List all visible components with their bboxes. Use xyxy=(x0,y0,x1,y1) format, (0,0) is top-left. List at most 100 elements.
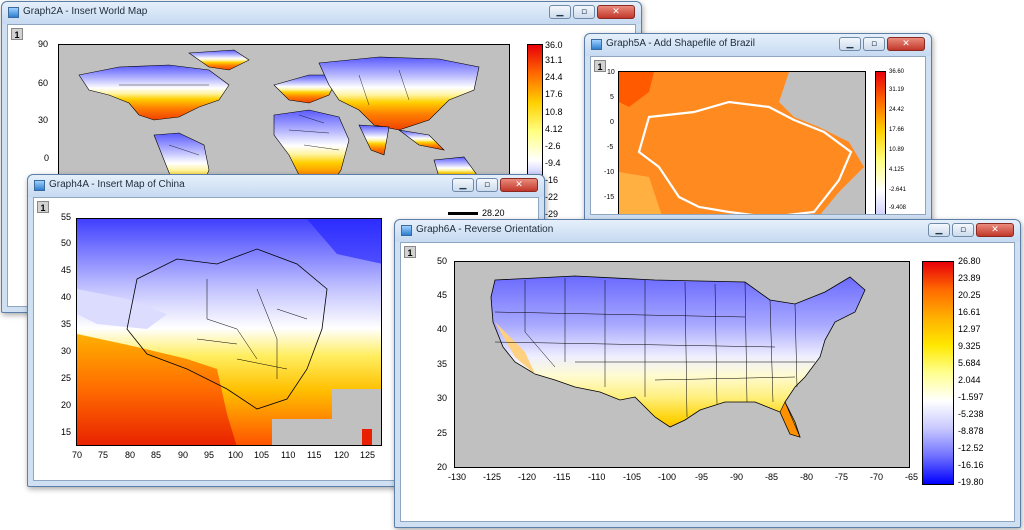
close-button[interactable]: ✕ xyxy=(887,37,925,51)
colorbar-label: 17.6 xyxy=(545,89,563,99)
colorbar-label: 26.80 xyxy=(958,256,981,266)
y-tick-label: 35 xyxy=(437,359,448,369)
x-tick-label: 80 xyxy=(125,450,136,460)
colorbar-label: 24.42 xyxy=(889,107,905,113)
minimize-button[interactable]: ▁ xyxy=(452,178,474,192)
y-tick-label: 35 xyxy=(61,319,72,329)
window-graph6a[interactable]: Graph6A - Reverse Orientation ▁ ▫ ✕ 1 50… xyxy=(394,219,1021,528)
colorbar-label: 16.61 xyxy=(958,307,981,317)
usa-outline xyxy=(490,275,866,438)
window-title: Graph4A - Insert Map of China xyxy=(49,179,185,190)
close-icon: ✕ xyxy=(515,180,523,190)
y-tick-label: 50 xyxy=(437,256,448,266)
x-tick-label: 120 xyxy=(334,450,350,460)
x-tick-label: -110 xyxy=(588,472,606,482)
y-tick-label: 55 xyxy=(61,212,72,222)
minimize-icon: ▁ xyxy=(556,7,564,17)
y-tick-label: 0 xyxy=(610,119,614,126)
layer-1-tab[interactable]: 1 xyxy=(594,60,606,72)
x-tick-label: 115 xyxy=(307,450,322,460)
close-button[interactable]: ✕ xyxy=(597,5,635,19)
x-tick-label: -90 xyxy=(730,472,744,482)
colorbar-label: 24.4 xyxy=(545,72,563,82)
close-button[interactable]: ✕ xyxy=(976,223,1014,237)
minimize-button[interactable]: ▁ xyxy=(839,37,861,51)
maximize-icon: ▫ xyxy=(959,225,967,235)
y-tick-label: -10 xyxy=(604,169,615,176)
y-tick-label: 40 xyxy=(437,324,448,334)
china-map-plot[interactable] xyxy=(76,218,382,446)
minimize-button[interactable]: ▁ xyxy=(928,223,950,237)
colorbar-label: 10.89 xyxy=(889,147,905,153)
colorbar-label: 17.66 xyxy=(889,127,905,133)
colorbar-label: -2.6 xyxy=(545,141,561,151)
layer-1-tab[interactable]: 1 xyxy=(37,201,49,213)
y-tick-label: 20 xyxy=(61,400,72,410)
y-tick-label: 90 xyxy=(38,39,49,49)
x-tick-label: 110 xyxy=(281,450,296,460)
maximize-icon: ▫ xyxy=(580,7,588,17)
minimize-icon: ▁ xyxy=(935,225,943,235)
world-land-shapes xyxy=(78,49,480,203)
minimize-icon: ▁ xyxy=(846,39,854,49)
y-tick-label: 50 xyxy=(61,238,72,248)
maximize-button[interactable]: ▫ xyxy=(573,5,595,19)
colorbar-label: -22 xyxy=(545,192,559,202)
close-button[interactable]: ✕ xyxy=(500,178,538,192)
y-tick-label: 30 xyxy=(437,393,448,403)
state-borders xyxy=(494,278,815,418)
x-tick-label: 90 xyxy=(178,450,189,460)
layer-1-tab[interactable]: 1 xyxy=(404,246,416,258)
brazil-map-plot[interactable] xyxy=(618,71,866,214)
colorbar-label: 20.25 xyxy=(958,290,981,300)
layer-1-tab[interactable]: 1 xyxy=(11,28,23,40)
colorbar[interactable] xyxy=(875,71,886,214)
close-icon: ✕ xyxy=(612,7,620,17)
maximize-button[interactable]: ▫ xyxy=(476,178,498,192)
y-tick-label: 45 xyxy=(61,265,72,275)
x-tick-label: 100 xyxy=(228,450,244,460)
colorbar-label: 23.89 xyxy=(958,273,981,283)
y-tick-label: 10 xyxy=(607,69,615,76)
temperature-field xyxy=(619,72,864,214)
window-title: Graph2A - Insert World Map xyxy=(23,6,148,17)
x-tick-label: -95 xyxy=(695,472,709,482)
colorbar-label: 9.325 xyxy=(958,341,981,351)
x-tick-label: 70 xyxy=(72,450,83,460)
y-tick-label: 60 xyxy=(38,78,49,88)
x-tick-label: -120 xyxy=(518,472,537,482)
x-tick-label: 105 xyxy=(254,450,270,460)
colorbar-label: 4.125 xyxy=(889,167,905,173)
window-graph5a[interactable]: Graph5A - Add Shapefile of Brazil ▁ ▫ ✕ … xyxy=(584,33,932,221)
colorbar-label: -16.16 xyxy=(958,460,984,470)
colorbar-label: -1.597 xyxy=(958,392,984,402)
maximize-button[interactable]: ▫ xyxy=(952,223,974,237)
y-tick-label: 25 xyxy=(437,428,448,438)
title-bar[interactable]: Graph4A - Insert Map of China ▁ ▫ ✕ xyxy=(28,175,544,197)
x-tick-label: -125 xyxy=(483,472,502,482)
close-icon: ✕ xyxy=(902,39,910,49)
title-bar[interactable]: Graph5A - Add Shapefile of Brazil ▁ ▫ ✕ xyxy=(585,34,931,56)
x-tick-label: -115 xyxy=(553,472,571,482)
maximize-button[interactable]: ▫ xyxy=(863,37,885,51)
graph-window-icon xyxy=(401,225,412,236)
y-tick-label: -5 xyxy=(607,144,614,151)
x-tick-label: -85 xyxy=(765,472,779,482)
x-tick-label: -75 xyxy=(835,472,849,482)
colorbar-label: 36.60 xyxy=(889,69,905,75)
usa-map-plot[interactable] xyxy=(454,261,910,468)
brazil-outline xyxy=(637,100,853,214)
colorbar-label: -9.408 xyxy=(889,205,907,211)
colorbar[interactable] xyxy=(922,261,954,485)
colorbar-label: -8.878 xyxy=(958,426,984,436)
title-bar[interactable]: Graph2A - Insert World Map ▁ ▫ ✕ xyxy=(2,2,641,24)
minimize-button[interactable]: ▁ xyxy=(549,5,571,19)
x-tick-label: 125 xyxy=(360,450,376,460)
colorbar-label: 31.1 xyxy=(545,55,563,65)
y-tick-label: -15 xyxy=(604,194,615,201)
title-bar[interactable]: Graph6A - Reverse Orientation ▁ ▫ ✕ xyxy=(395,220,1020,242)
y-tick-label: 5 xyxy=(610,94,614,101)
colorbar[interactable] xyxy=(448,212,478,215)
country-borders xyxy=(119,69,410,156)
province-borders xyxy=(196,279,308,379)
